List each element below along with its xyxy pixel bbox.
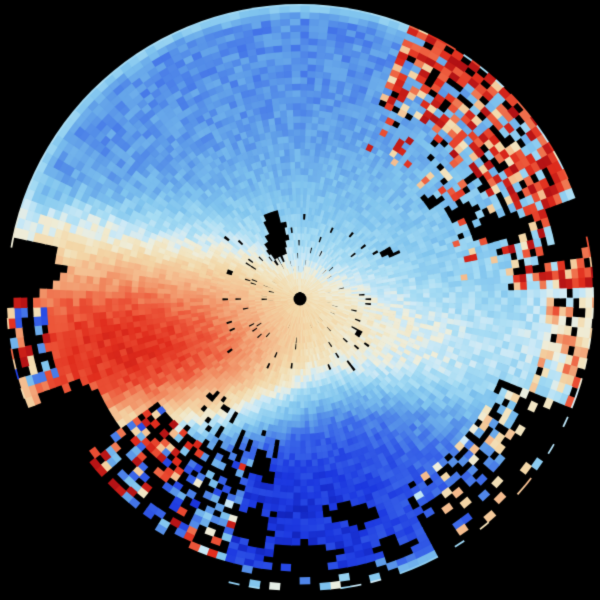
radar-ppi-display xyxy=(0,0,600,600)
doppler-velocity-heatmap-canvas xyxy=(0,0,600,600)
